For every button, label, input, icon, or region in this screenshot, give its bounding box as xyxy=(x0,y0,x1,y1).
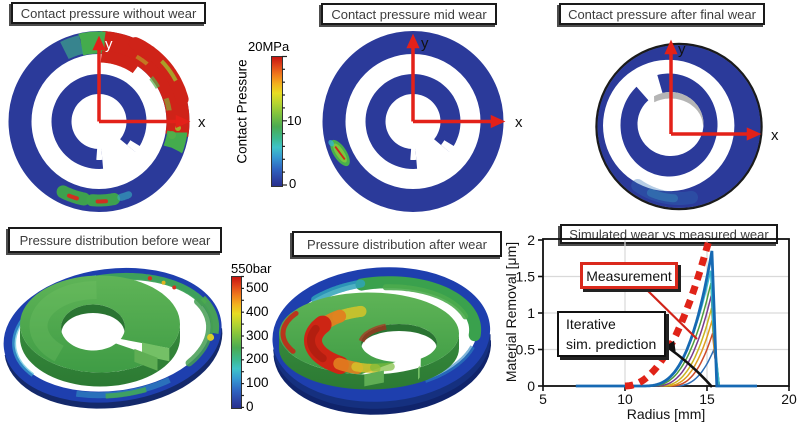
svg-text:5: 5 xyxy=(539,391,547,407)
svg-text:2: 2 xyxy=(527,232,535,248)
svg-text:x: x xyxy=(198,114,206,131)
svg-text:1.5: 1.5 xyxy=(516,269,536,285)
svg-text:15: 15 xyxy=(699,391,715,407)
svg-text:y: y xyxy=(421,35,429,52)
svg-text:x: x xyxy=(515,114,523,131)
svg-text:y: y xyxy=(105,36,113,53)
svg-text:10: 10 xyxy=(617,391,633,407)
svg-text:x: x xyxy=(771,127,779,144)
svg-text:0: 0 xyxy=(527,378,535,394)
svg-text:1: 1 xyxy=(527,305,535,321)
svg-text:Radius [mm]: Radius [mm] xyxy=(627,406,706,422)
svg-text:Material Removal [μm]: Material Removal [μm] xyxy=(503,242,519,382)
svg-text:20: 20 xyxy=(781,391,797,407)
svg-text:0.5: 0.5 xyxy=(516,342,536,358)
svg-text:y: y xyxy=(678,41,686,58)
